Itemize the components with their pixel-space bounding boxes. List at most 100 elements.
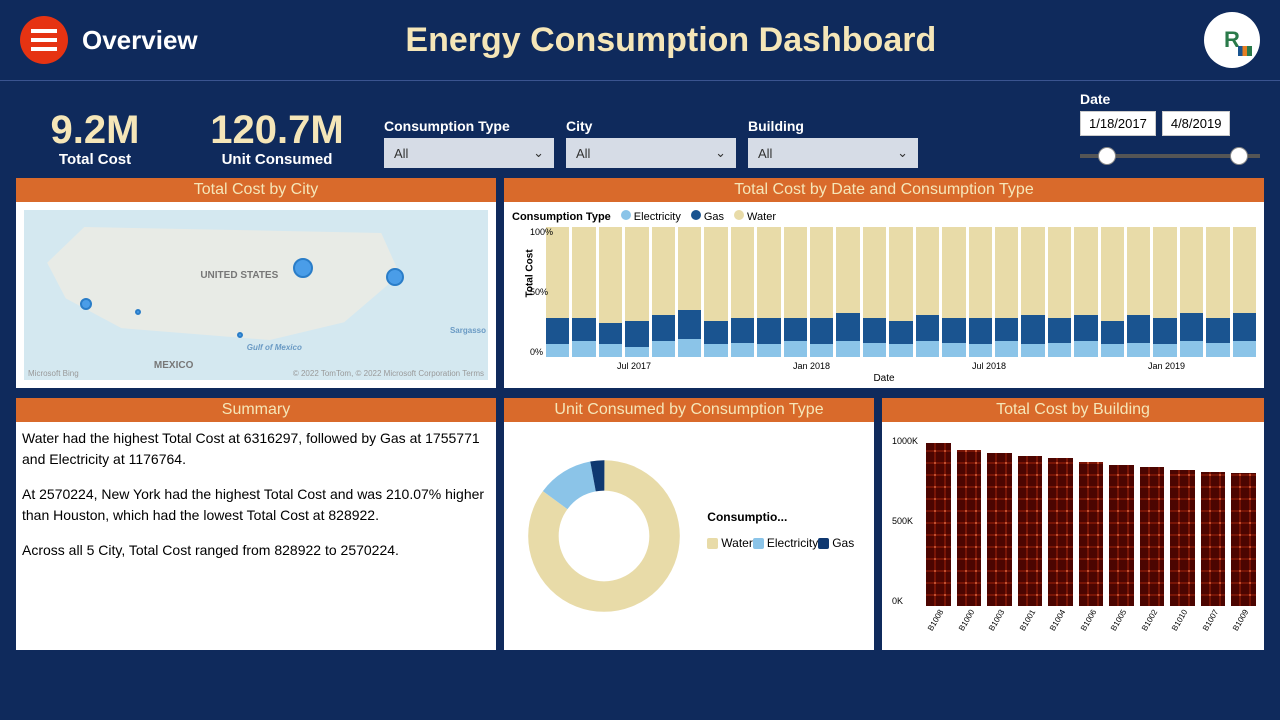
- building-bar-label: B1002: [1140, 607, 1160, 633]
- y-axis: 1000K 500K 0K: [892, 436, 918, 606]
- building-bar-label: B1007: [1201, 607, 1221, 633]
- stacked-bar[interactable]: [836, 227, 859, 357]
- dropdown-value: All: [576, 146, 590, 161]
- stacked-bar[interactable]: [1180, 227, 1203, 357]
- building-bar[interactable]: [957, 450, 982, 606]
- stacked-bar[interactable]: [916, 227, 939, 357]
- building-bar-label: B1008: [926, 607, 946, 633]
- metric-total-cost: 9.2M Total Cost: [20, 108, 170, 168]
- map-city-dot[interactable]: [135, 309, 141, 315]
- building-bar[interactable]: [1048, 458, 1073, 606]
- filters-row: 9.2M Total Cost 120.7M Unit Consumed Con…: [0, 81, 1280, 172]
- stacked-bar[interactable]: [889, 227, 912, 357]
- stacked-bar[interactable]: [969, 227, 992, 357]
- building-bar[interactable]: [1201, 472, 1226, 606]
- stacked-bar[interactable]: [572, 227, 595, 357]
- panel-title: Total Cost by Building: [882, 398, 1264, 422]
- stacked-bar[interactable]: [942, 227, 965, 357]
- map-city-dot[interactable]: [386, 268, 404, 286]
- building-bar-label: B1003: [987, 607, 1007, 633]
- legend-item: Gas: [818, 536, 854, 550]
- panel-title: Total Cost by City: [16, 178, 496, 202]
- filter-city: City All ⌄: [566, 118, 736, 168]
- header: Overview Energy Consumption Dashboard R: [0, 0, 1280, 81]
- date-end[interactable]: 4/8/2019: [1162, 111, 1231, 136]
- dropdown-consumption-type[interactable]: All ⌄: [384, 138, 554, 168]
- stacked-bar[interactable]: [1153, 227, 1176, 357]
- donut-panel: Unit Consumed by Consumption Type Consum…: [504, 398, 874, 650]
- stacked-bar[interactable]: [704, 227, 727, 357]
- map-attribution: © 2022 TomTom, © 2022 Microsoft Corporat…: [293, 369, 484, 378]
- stacked-bar[interactable]: [757, 227, 780, 357]
- stacked-bar[interactable]: [731, 227, 754, 357]
- panel-title: Unit Consumed by Consumption Type: [504, 398, 874, 422]
- map-mexico-label: MEXICO: [154, 360, 193, 371]
- summary-panel: Summary Water had the highest Total Cost…: [16, 398, 496, 650]
- building-bar-label: B1009: [1231, 607, 1251, 633]
- stacked-bar[interactable]: [678, 227, 701, 357]
- donut-slice[interactable]: [543, 475, 664, 596]
- stacked-chart[interactable]: Total Cost 100% 50% 0%: [512, 227, 1256, 357]
- legend-item: Electricity: [753, 536, 818, 550]
- stacked-bar[interactable]: [1048, 227, 1071, 357]
- legend-title: Consumption Type: [512, 211, 611, 223]
- building-bar[interactable]: [1170, 470, 1195, 606]
- stacked-bar[interactable]: [1021, 227, 1044, 357]
- building-bar[interactable]: [987, 453, 1012, 606]
- filter-date: Date 1/18/2017 4/8/2019: [1080, 91, 1260, 168]
- x-axis-label: Date: [512, 373, 1256, 384]
- building-bar-label: B1001: [1018, 607, 1038, 633]
- stacked-bar[interactable]: [1233, 227, 1256, 357]
- dropdown-building[interactable]: All ⌄: [748, 138, 918, 168]
- building-bar[interactable]: [1231, 473, 1256, 606]
- donut-chart[interactable]: [524, 456, 684, 616]
- menu-button[interactable]: [20, 16, 68, 64]
- dropdown-city[interactable]: All ⌄: [566, 138, 736, 168]
- stacked-bar[interactable]: [1074, 227, 1097, 357]
- building-bar-chart[interactable]: 1000K 500K 0K: [890, 436, 1256, 606]
- stacked-bar[interactable]: [652, 227, 675, 357]
- building-bar-label: B1005: [1109, 607, 1129, 633]
- map-city-dot[interactable]: [293, 258, 313, 278]
- building-bar[interactable]: [1109, 465, 1134, 606]
- building-x-labels: B1008B1000B1003B1001B1004B1006B1005B1002…: [890, 610, 1256, 637]
- panel-title: Summary: [16, 398, 496, 422]
- stacked-bar[interactable]: [995, 227, 1018, 357]
- metric-label: Total Cost: [20, 151, 170, 168]
- building-bar[interactable]: [1140, 467, 1165, 606]
- map-country-label: UNITED STATES: [200, 270, 278, 281]
- metric-value: 120.7M: [182, 108, 372, 153]
- building-bar-label: B1004: [1048, 607, 1068, 633]
- stacked-bar[interactable]: [625, 227, 648, 357]
- building-panel: Total Cost by Building 1000K 500K 0K B10…: [882, 398, 1264, 650]
- stacked-bar[interactable]: [863, 227, 886, 357]
- map-city-dot[interactable]: [80, 298, 92, 310]
- metric-value: 9.2M: [20, 108, 170, 153]
- stacked-bar[interactable]: [599, 227, 622, 357]
- building-bar-label: B1000: [957, 607, 977, 633]
- stacked-bar[interactable]: [1206, 227, 1229, 357]
- stacked-bar[interactable]: [1127, 227, 1150, 357]
- stacked-bar[interactable]: [810, 227, 833, 357]
- stacked-bar[interactable]: [1101, 227, 1124, 357]
- building-bar[interactable]: [1079, 462, 1104, 607]
- slider-thumb-end[interactable]: [1230, 147, 1248, 165]
- metric-unit-consumed: 120.7M Unit Consumed: [182, 108, 372, 168]
- y-axis: 100% 50% 0%: [530, 227, 553, 357]
- map-bing-label: Microsoft Bing: [28, 369, 79, 378]
- map-gulf-label: Gulf of Mexico: [247, 343, 302, 352]
- filter-label: Date: [1080, 91, 1260, 107]
- slider-thumb-start[interactable]: [1098, 147, 1116, 165]
- building-bar[interactable]: [1018, 456, 1043, 606]
- date-slider[interactable]: [1080, 144, 1260, 168]
- map-panel: Total Cost by City UNITED STATES Gulf of…: [16, 178, 496, 388]
- stacked-bar[interactable]: [784, 227, 807, 357]
- map[interactable]: UNITED STATES Gulf of Mexico MEXICO Sarg…: [24, 210, 488, 380]
- filter-consumption-type: Consumption Type All ⌄: [384, 118, 554, 168]
- date-start[interactable]: 1/18/2017: [1080, 111, 1156, 136]
- logo: R: [1204, 12, 1260, 68]
- legend-item: Water: [707, 536, 753, 550]
- donut-legend: Consumptio... WaterElectricityGas: [707, 510, 854, 562]
- legend-title: Consumptio...: [707, 510, 787, 524]
- building-bar[interactable]: [926, 443, 951, 606]
